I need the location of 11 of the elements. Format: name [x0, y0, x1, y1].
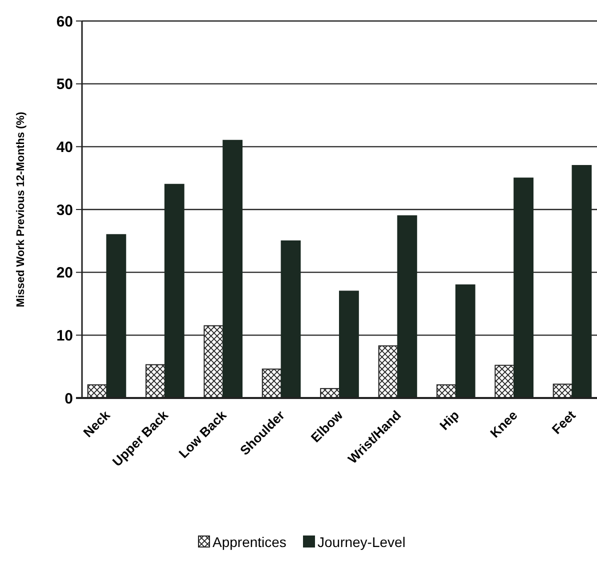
y-tick-label: 10: [56, 327, 73, 344]
y-tick-label: 20: [56, 264, 73, 282]
y-tick-label: 0: [64, 390, 73, 408]
y-tick-label: 40: [56, 138, 73, 156]
y-tick-label: 30: [56, 202, 73, 219]
x-tick-label: Hip: [436, 407, 462, 433]
y-tick-label: 60: [56, 13, 73, 30]
y-axis-title: Missed Work Previous 12-Months (%): [15, 111, 27, 308]
legend-label: Apprentices: [212, 534, 286, 550]
legend-label: Journey-Level: [318, 534, 406, 550]
y-tick-label: 50: [56, 76, 73, 94]
